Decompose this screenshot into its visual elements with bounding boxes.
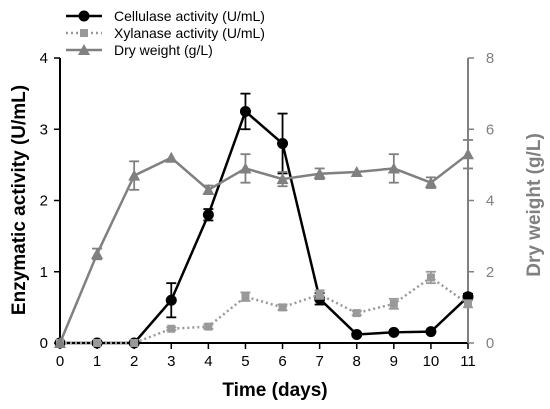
x-tick-label: 1 <box>93 353 101 370</box>
x-tick-label: 4 <box>204 353 212 370</box>
legend-label-xylanase: Xylanase activity (U/mL) <box>114 25 265 41</box>
data-point-cellulase <box>165 294 177 306</box>
y2-tick-label: 2 <box>486 264 494 281</box>
x-tick-label: 5 <box>241 353 249 370</box>
data-point-xylanase <box>464 299 472 308</box>
data-point-cellulase <box>202 209 214 221</box>
data-point-dry-weight <box>91 247 104 259</box>
data-point-cellulase <box>239 105 251 117</box>
y2-tick-label: 4 <box>486 193 494 210</box>
data-point-cellulase <box>351 328 363 340</box>
legend-item-dry-weight: Dry weight (g/L) <box>66 42 213 58</box>
legend-marker-cellulase <box>78 10 90 22</box>
y-tick-label: 0 <box>40 335 48 352</box>
legend-label-cellulase: Cellulase activity (U/mL) <box>114 8 265 24</box>
x-tick-label: 3 <box>167 353 175 370</box>
data-point-dry-weight <box>54 337 66 348</box>
data-point-dry-weight <box>313 167 326 179</box>
legend-label-dry-weight: Dry weight (g/L) <box>114 42 213 58</box>
legend-item-xylanase: Xylanase activity (U/mL) <box>66 25 265 41</box>
x-axis-title: Time (days) <box>222 380 327 401</box>
y-tick-label: 1 <box>40 264 48 281</box>
y-tick-label: 3 <box>40 121 48 138</box>
data-point-dry-weight <box>424 176 437 188</box>
data-point-dry-weight <box>239 162 252 174</box>
data-point-xylanase <box>315 290 324 299</box>
y2-tick-label: 0 <box>486 335 494 352</box>
plot-area: 0 1 2 3 4 5 6 7 8 9 10 11 0 1 2 3 4 0 2 4 6 8 <box>40 50 495 370</box>
x-tick-label: 10 <box>423 353 440 370</box>
data-point-xylanase <box>167 324 176 333</box>
data-point-dry-weight <box>350 166 363 177</box>
data-point-dry-weight <box>202 183 215 195</box>
x-tick-label: 7 <box>315 353 323 370</box>
legend-item-cellulase: Cellulase activity (U/mL) <box>66 8 265 24</box>
x-tick-label: 9 <box>390 353 398 370</box>
data-point-dry-weight <box>276 173 289 185</box>
x-tick-label: 2 <box>130 353 138 370</box>
y-axis-title: Enzymatic activity (U/mL) <box>9 85 30 315</box>
data-point-xylanase <box>204 322 213 331</box>
x-tick-label: 0 <box>56 353 64 370</box>
data-point-dry-weight <box>128 169 141 181</box>
x-tick-label: 8 <box>353 353 361 370</box>
y-tick-label: 4 <box>40 50 48 67</box>
data-point-xylanase <box>278 303 287 312</box>
series-line-dry-weight <box>58 153 469 344</box>
data-point-xylanase <box>426 273 435 282</box>
y2-tick-label: 8 <box>486 50 494 67</box>
y2-tick-label: 6 <box>486 121 494 138</box>
data-point-cellulase <box>277 138 289 149</box>
data-point-xylanase <box>241 292 250 301</box>
legend-marker-dry-weight <box>78 44 90 55</box>
data-point-cellulase <box>388 326 400 338</box>
data-point-cellulase <box>425 326 437 338</box>
data-point-xylanase <box>130 339 139 347</box>
y-tick-label: 2 <box>40 193 48 210</box>
series-line-cellulase <box>60 109 469 345</box>
y2-axis-title: Dry weight (g/L) <box>524 133 545 277</box>
data-point-xylanase <box>389 299 398 308</box>
data-point-xylanase <box>93 339 102 347</box>
data-point-dry-weight <box>165 151 178 163</box>
data-point-dry-weight <box>387 162 400 174</box>
x-tick-label: 11 <box>460 353 476 370</box>
data-point-dry-weight <box>462 148 474 160</box>
data-point-xylanase <box>352 309 361 318</box>
x-tick-label: 6 <box>278 353 286 370</box>
legend: Cellulase activity (U/mL) Xylanase activ… <box>66 8 265 58</box>
legend-marker-xylanase <box>80 29 88 37</box>
